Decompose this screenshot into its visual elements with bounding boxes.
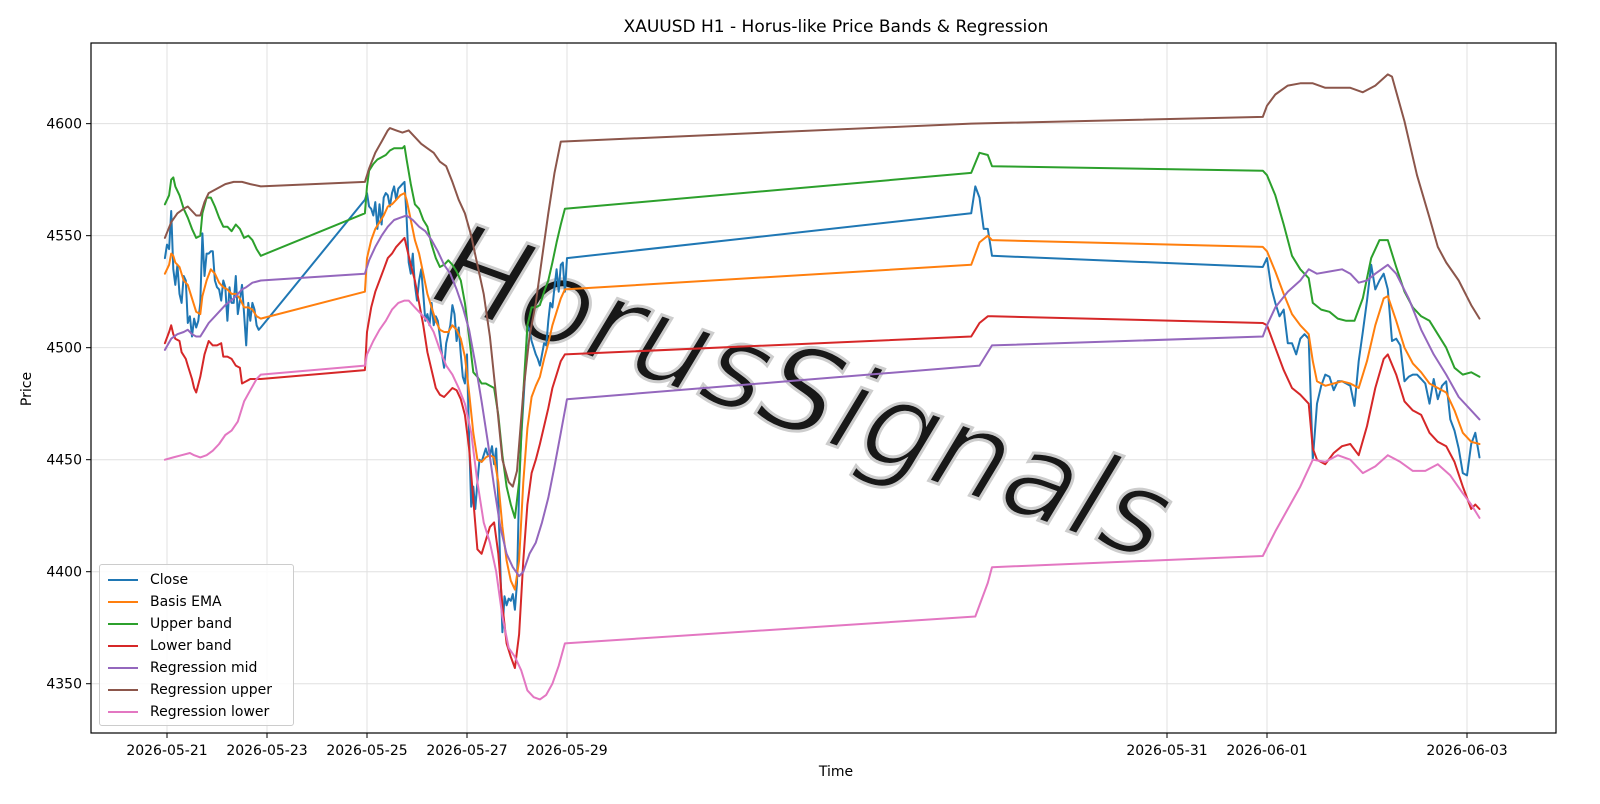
legend-swatch-close [108,579,138,581]
x-tick-label: 2026-05-25 [326,743,407,759]
legend-label-regression-lower: Regression lower [150,704,270,720]
series-line-regression-mid [163,214,1481,578]
series-line-regression-lower [163,299,1481,701]
legend-item-regression-mid: Regression mid [108,658,257,678]
x-tick-label: 2026-05-29 [526,743,607,759]
legend-swatch-basis-ema [108,601,138,603]
x-tick-label: 2026-05-27 [426,743,507,759]
legend-swatch-regression-mid [108,667,138,669]
plot-area-frame [90,42,1557,734]
legend-item-regression-upper: Regression upper [108,680,272,700]
chart-title: XAUUSD H1 - Horus-like Price Bands & Reg… [624,17,1049,37]
legend-label-lower-band: Lower band [150,638,232,654]
y-axis-label: Price [19,372,35,406]
legend-label-upper-band: Upper band [150,616,233,632]
y-tick-label: 4550 [46,229,82,245]
legend: Close Basis EMA Upper band Lower band Re… [99,564,294,726]
series-line-basis-ema [163,192,1481,591]
x-axis-label: Time [818,764,853,780]
y-tick-label: 4600 [46,117,82,133]
legend-swatch-upper-band [108,623,138,625]
series-line-upper-band [163,145,1481,519]
legend-label-basis-ema: Basis EMA [150,594,222,610]
legend-swatch-lower-band [108,645,138,647]
y-tick-label: 4400 [46,565,82,581]
legend-label-close: Close [150,572,189,588]
y-tick-label: 4450 [46,453,82,469]
x-tick-label: 2026-05-31 [1126,743,1207,759]
legend-item-regression-lower: Regression lower [108,702,269,722]
y-tick-label: 4350 [46,677,82,693]
legend-swatch-regression-lower [108,711,138,713]
legend-item-basis-ema: Basis EMA [108,592,222,612]
series-line-regression-upper [163,73,1481,488]
x-tick-label: 2026-05-21 [126,743,207,759]
x-tick-label: 2026-06-01 [1226,743,1307,759]
legend-item-close: Close [108,570,188,590]
x-tick-label: 2026-06-03 [1426,743,1507,759]
legend-item-upper-band: Upper band [108,614,232,634]
legend-label-regression-mid: Regression mid [150,660,258,676]
legend-label-regression-upper: Regression upper [150,682,273,698]
y-tick-label: 4500 [46,341,82,357]
series-layer [163,73,1481,701]
legend-swatch-regression-upper [108,689,138,691]
x-tick-label: 2026-05-23 [226,743,307,759]
series-line-lower-band [163,236,1481,669]
legend-item-lower-band: Lower band [108,636,232,656]
axis-layer: 4350 4400 4450 4500 4550 4600 2026-05-21 2026-0… [46,117,1507,759]
